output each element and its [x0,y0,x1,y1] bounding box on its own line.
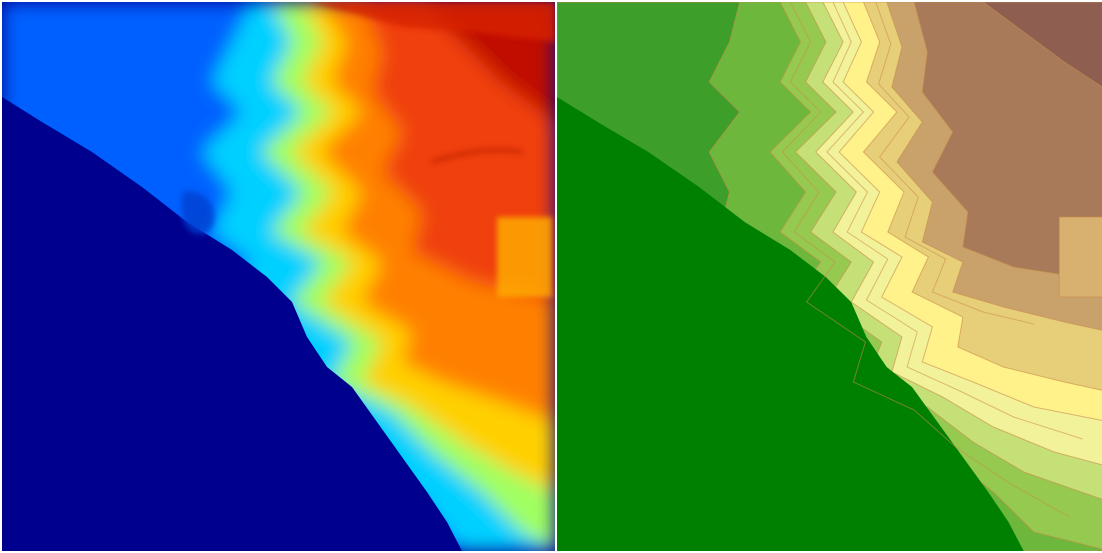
depression-feature [182,191,215,235]
plateau-contour [1058,216,1102,298]
contour-band-10 [981,2,1102,93]
contour-terrain-panel [557,2,1102,551]
channel-feature [431,148,523,164]
contour-line [875,2,1035,325]
panel-divider [555,0,557,553]
elevation-heatmap-panel [2,2,555,551]
ridge-strip [312,2,555,42]
elevation-heatmap [2,2,555,551]
contour-lines [781,2,1083,518]
contour-line [826,2,1083,440]
raised-plateau [497,217,552,297]
contour-band-9 [913,2,1102,283]
contour-terrain-map [557,2,1102,551]
contour-line [781,2,1070,518]
